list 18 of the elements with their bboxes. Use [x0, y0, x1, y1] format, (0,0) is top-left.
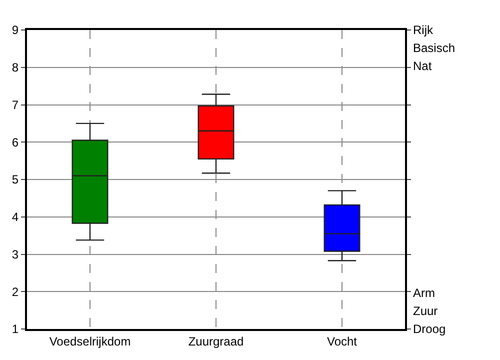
text: Nat [413, 59, 432, 73]
text: Zuur [413, 304, 438, 318]
y-tick-label: 6 [12, 135, 19, 150]
y-tick-label: 8 [12, 60, 19, 75]
y-tick-label: 7 [12, 98, 19, 112]
x-tick-label: Vocht [326, 334, 358, 348]
y-tick-label: 5 [12, 172, 19, 187]
y-tick-label: 4 [12, 210, 19, 224]
y-tick-label: 9 [12, 23, 19, 38]
text: Droog [413, 322, 446, 336]
y-tick-label: 2 [12, 284, 19, 299]
text: Arm [413, 286, 435, 300]
x-tick-label: Zuurgraad [188, 334, 244, 348]
text: Rijk [413, 23, 434, 37]
y-tick-label: 1 [12, 322, 19, 336]
x-tick-label: Voedselrijkdom [49, 334, 131, 348]
text: Basisch [413, 41, 456, 55]
y-tick-label: 3 [12, 247, 19, 262]
